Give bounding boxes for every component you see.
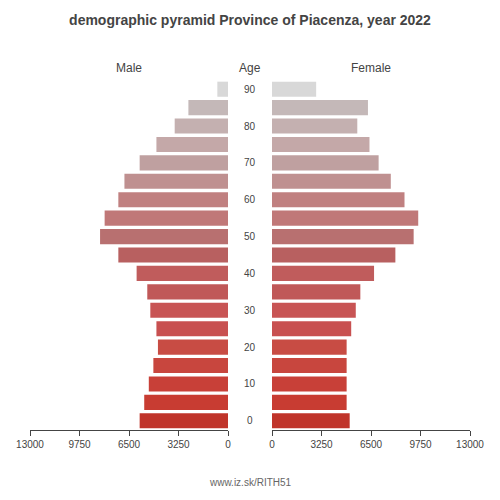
svg-text:10: 10 [244,378,256,389]
svg-text:Male: Male [116,61,142,75]
svg-text:Age: Age [239,61,261,75]
svg-text:3250: 3250 [310,439,333,450]
svg-text:40: 40 [244,268,256,279]
svg-text:50: 50 [244,231,256,242]
svg-text:0: 0 [269,439,275,450]
svg-text:3250: 3250 [167,439,190,450]
svg-text:70: 70 [244,157,256,168]
svg-text:0: 0 [225,439,231,450]
svg-text:13000: 13000 [456,439,484,450]
svg-text:demographic pyramid Province o: demographic pyramid Province of Piacenza… [69,12,431,28]
svg-text:6500: 6500 [118,439,141,450]
svg-text:www.iz.sk/RITH51: www.iz.sk/RITH51 [209,477,292,488]
svg-text:90: 90 [244,84,256,95]
svg-text:30: 30 [244,305,256,316]
svg-text:13000: 13000 [16,439,44,450]
svg-text:0: 0 [247,415,253,426]
svg-text:80: 80 [244,121,256,132]
svg-text:Female: Female [351,61,391,75]
svg-text:60: 60 [244,194,256,205]
svg-text:6500: 6500 [360,439,383,450]
svg-text:9750: 9750 [68,439,91,450]
svg-text:9750: 9750 [409,439,432,450]
svg-text:20: 20 [244,342,256,353]
